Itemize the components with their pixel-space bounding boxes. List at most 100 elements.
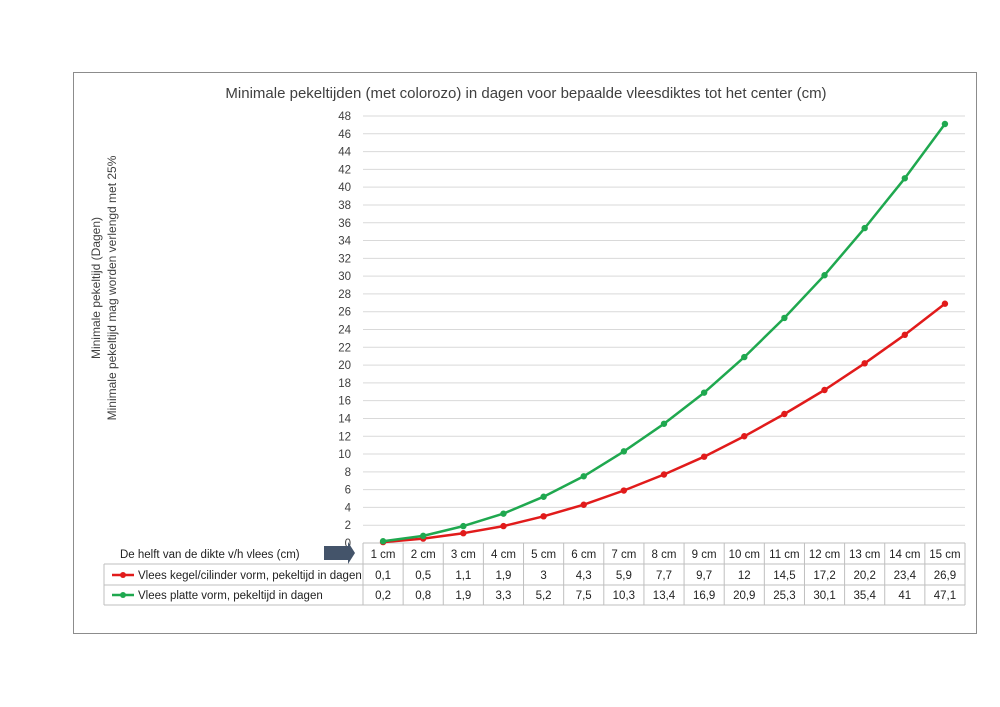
data-label: 26,9 xyxy=(934,570,956,582)
y-axis-label-2: Minimale pekeltijd mag worden verlengd m… xyxy=(105,155,119,420)
data-point xyxy=(460,530,467,537)
series-line xyxy=(382,123,946,543)
data-label: 30,1 xyxy=(813,590,835,602)
y-tick-label: 0 xyxy=(345,538,351,550)
data-point xyxy=(500,510,507,517)
gridlines xyxy=(363,115,965,544)
data-label: 0,8 xyxy=(415,590,431,602)
data-label: 14,5 xyxy=(773,570,795,582)
data-label: 25,3 xyxy=(773,590,795,602)
data-label: 16,9 xyxy=(693,590,715,602)
data-label: 10,3 xyxy=(613,590,635,602)
data-label: 4,3 xyxy=(576,570,592,582)
data-label: 35,4 xyxy=(853,590,876,602)
data-label: 7,5 xyxy=(576,590,592,602)
data-point xyxy=(660,420,668,427)
data-point xyxy=(781,410,788,418)
data-point xyxy=(821,272,828,279)
y-tick-label: 6 xyxy=(345,485,351,497)
category-label: 4 cm xyxy=(491,549,516,561)
category-label: 9 cm xyxy=(692,549,717,561)
chart-frame: Minimale pekeltijden (met colorozo) in d… xyxy=(73,72,977,634)
data-point xyxy=(420,532,427,540)
data-label: 3,3 xyxy=(495,590,511,602)
data-point xyxy=(379,538,387,545)
data-label: 1,9 xyxy=(495,570,511,582)
data-point xyxy=(821,386,828,394)
data-point xyxy=(700,389,708,396)
data-label: 47,1 xyxy=(934,590,956,602)
chart: Minimale pekeltijden (met colorozo) in d… xyxy=(89,85,966,606)
y-tick-label: 36 xyxy=(338,218,351,230)
category-label: 6 cm xyxy=(571,549,596,561)
y-axis-label-1: Minimale pekeltijd (Dagen) xyxy=(89,217,103,359)
data-table: 1 cm 2 cm 3 cm 4 cm 5 cm 6 cm 7 cm 8 cm 9 cm 10 c… xyxy=(103,542,966,606)
data-point xyxy=(620,448,628,455)
data-label: 7,7 xyxy=(656,570,672,582)
x-axis-label: De helft van de dikte v/h vlees (cm) xyxy=(120,549,300,561)
data-point xyxy=(620,487,628,494)
data-label: 20,2 xyxy=(853,570,875,582)
y-tick-label: 20 xyxy=(338,360,351,372)
data-point xyxy=(540,493,547,500)
series-lines xyxy=(379,120,949,546)
data-label: 5,2 xyxy=(536,590,552,602)
category-label: 14 cm xyxy=(889,549,920,561)
data-label: 13,4 xyxy=(653,590,676,602)
data-label: 12 xyxy=(738,570,751,582)
y-tick-label: 16 xyxy=(338,396,351,408)
data-label: 0,1 xyxy=(375,570,391,582)
y-tick-label: 32 xyxy=(338,253,351,265)
data-point xyxy=(941,300,949,307)
y-axis-ticks: 0246810121416182022242628303234363840424… xyxy=(338,111,351,550)
y-tick-label: 2 xyxy=(345,520,351,532)
data-point xyxy=(700,453,708,460)
category-label: 5 cm xyxy=(531,549,556,561)
data-point xyxy=(460,522,467,530)
data-label: 20,9 xyxy=(733,590,755,602)
data-label: 23,4 xyxy=(894,570,917,582)
data-point xyxy=(580,473,587,480)
data-point xyxy=(861,224,868,232)
y-tick-label: 4 xyxy=(345,502,352,514)
y-tick-label: 42 xyxy=(338,164,351,176)
legend-marker xyxy=(120,592,126,598)
y-tick-label: 28 xyxy=(338,289,351,301)
data-point xyxy=(660,471,668,478)
data-label: 1,9 xyxy=(455,590,471,602)
data-label: 9,7 xyxy=(696,570,712,582)
y-tick-label: 30 xyxy=(338,271,351,283)
series-name: Vlees platte vorm, pekeltijd in dagen xyxy=(138,590,323,602)
data-label: 1,1 xyxy=(455,570,471,582)
data-point xyxy=(741,353,748,361)
data-point xyxy=(901,175,908,182)
data-point xyxy=(741,433,748,440)
series-name: Vlees kegel/cilinder vorm, pekeltijd in … xyxy=(138,570,362,582)
category-label: 2 cm xyxy=(411,549,436,561)
category-label: 3 cm xyxy=(451,549,476,561)
data-point xyxy=(580,501,587,508)
chart-title: Minimale pekeltijden (met colorozo) in d… xyxy=(225,85,826,102)
data-label: 17,2 xyxy=(813,570,835,582)
y-tick-label: 14 xyxy=(338,413,351,425)
data-point xyxy=(540,513,547,520)
y-tick-label: 48 xyxy=(338,111,351,123)
data-label: 41 xyxy=(898,590,911,602)
y-tick-label: 22 xyxy=(338,342,351,354)
y-tick-label: 26 xyxy=(338,307,351,319)
y-tick-label: 12 xyxy=(338,431,351,443)
y-tick-label: 46 xyxy=(338,129,351,141)
data-point xyxy=(861,360,868,367)
data-point xyxy=(781,314,788,322)
data-point xyxy=(500,522,507,530)
category-label: 15 cm xyxy=(929,549,960,561)
data-point xyxy=(941,120,949,128)
category-label: 12 cm xyxy=(809,549,840,561)
category-label: 7 cm xyxy=(611,549,636,561)
y-tick-label: 44 xyxy=(338,147,351,159)
arrow-icon xyxy=(324,542,355,564)
category-label: 8 cm xyxy=(652,549,677,561)
y-tick-label: 40 xyxy=(338,182,351,194)
category-label: 11 cm xyxy=(769,549,799,561)
y-tick-label: 34 xyxy=(338,236,351,248)
